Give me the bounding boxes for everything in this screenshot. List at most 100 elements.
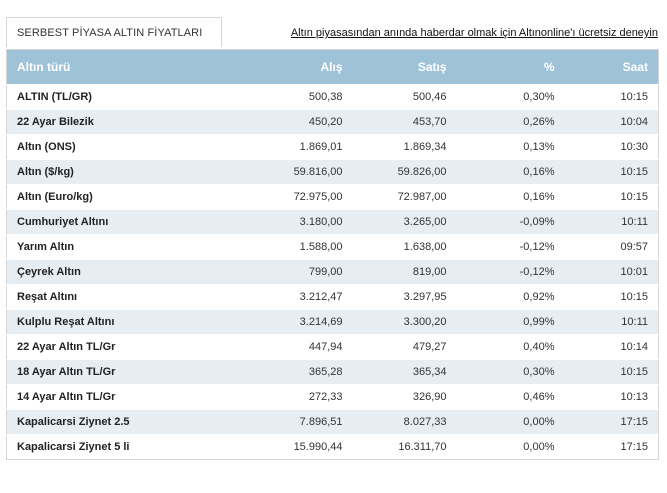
cell-sell: 3.300,20 bbox=[352, 309, 457, 335]
widget-header: SERBEST PİYASA ALTIN FİYATLARI Altın piy… bbox=[6, 17, 658, 49]
cell-percent: 0,40% bbox=[456, 334, 565, 360]
cell-time: 17:15 bbox=[564, 409, 659, 435]
cell-gold-type: Cumhuriyet Altını bbox=[6, 209, 207, 235]
cell-sell: 1.869,34 bbox=[352, 134, 457, 160]
gold-prices-widget: SERBEST PİYASA ALTIN FİYATLARI Altın piy… bbox=[6, 17, 659, 460]
cell-buy: 365,28 bbox=[206, 359, 353, 385]
table-row: Kapalicarsi Ziynet 5 li 15.990,44 16.311… bbox=[6, 434, 659, 460]
cell-time: 10:15 bbox=[564, 284, 659, 310]
cell-percent: 0,00% bbox=[456, 409, 565, 435]
cell-sell: 365,34 bbox=[352, 359, 457, 385]
cell-sell: 326,90 bbox=[352, 384, 457, 410]
cell-buy: 3.180,00 bbox=[206, 209, 353, 235]
cell-percent: 0,16% bbox=[456, 159, 565, 185]
cell-time: 10:14 bbox=[564, 334, 659, 360]
cell-buy: 7.896,51 bbox=[206, 409, 353, 435]
altinonline-promo-link[interactable]: Altın piyasasından anında haberdar olmak… bbox=[290, 27, 658, 39]
table-row: 14 Ayar Altın TL/Gr 272,33 326,90 0,46% … bbox=[6, 384, 659, 410]
cell-buy: 1.588,00 bbox=[206, 234, 353, 260]
cell-percent: 0,30% bbox=[456, 84, 565, 110]
cell-percent: 0,16% bbox=[456, 184, 565, 210]
cell-gold-type: Çeyrek Altın bbox=[6, 259, 207, 285]
cell-sell: 59.826,00 bbox=[352, 159, 457, 185]
cell-percent: -0,09% bbox=[456, 209, 565, 235]
cell-gold-type: 22 Ayar Altın TL/Gr bbox=[6, 334, 207, 360]
cell-buy: 447,94 bbox=[206, 334, 353, 360]
table-row: Kulplu Reşat Altını 3.214,69 3.300,20 0,… bbox=[6, 309, 659, 335]
cell-gold-type: Yarım Altın bbox=[6, 234, 207, 260]
table-row: Cumhuriyet Altını 3.180,00 3.265,00 -0,0… bbox=[6, 209, 659, 235]
cell-percent: 0,99% bbox=[456, 309, 565, 335]
cell-gold-type: Kapalicarsi Ziynet 2.5 bbox=[6, 409, 207, 435]
cell-buy: 72.975,00 bbox=[206, 184, 353, 210]
table-row: Altın ($/kg) 59.816,00 59.826,00 0,16% 1… bbox=[6, 159, 659, 185]
column-header-time: Saat bbox=[564, 49, 659, 85]
cell-sell: 453,70 bbox=[352, 109, 457, 135]
column-header-buy: Alış bbox=[206, 49, 353, 85]
cell-sell: 3.297,95 bbox=[352, 284, 457, 310]
table-row: Yarım Altın 1.588,00 1.638,00 -0,12% 09:… bbox=[6, 234, 659, 260]
cell-sell: 819,00 bbox=[352, 259, 457, 285]
table-row: 22 Ayar Altın TL/Gr 447,94 479,27 0,40% … bbox=[6, 334, 659, 360]
cell-percent: -0,12% bbox=[456, 234, 565, 260]
cell-time: 10:04 bbox=[564, 109, 659, 135]
cell-time: 10:11 bbox=[564, 309, 659, 335]
cell-percent: 0,00% bbox=[456, 434, 565, 460]
cell-buy: 3.214,69 bbox=[206, 309, 353, 335]
cell-percent: -0,12% bbox=[456, 259, 565, 285]
cell-time: 10:30 bbox=[564, 134, 659, 160]
cell-buy: 500,38 bbox=[206, 84, 353, 110]
cell-percent: 0,46% bbox=[456, 384, 565, 410]
table-row: 18 Ayar Altın TL/Gr 365,28 365,34 0,30% … bbox=[6, 359, 659, 385]
table-row: Kapalicarsi Ziynet 2.5 7.896,51 8.027,33… bbox=[6, 409, 659, 435]
table-row: Reşat Altını 3.212,47 3.297,95 0,92% 10:… bbox=[6, 284, 659, 310]
cell-gold-type: 18 Ayar Altın TL/Gr bbox=[6, 359, 207, 385]
cell-gold-type: Altın ($/kg) bbox=[6, 159, 207, 185]
tab-free-market-gold-prices[interactable]: SERBEST PİYASA ALTIN FİYATLARI bbox=[6, 17, 222, 47]
cell-sell: 16.311,70 bbox=[352, 434, 457, 460]
cell-gold-type: ALTIN (TL/GR) bbox=[6, 84, 207, 110]
cell-sell: 3.265,00 bbox=[352, 209, 457, 235]
table-row: Altın (Euro/kg) 72.975,00 72.987,00 0,16… bbox=[6, 184, 659, 210]
cell-percent: 0,26% bbox=[456, 109, 565, 135]
cell-sell: 500,46 bbox=[352, 84, 457, 110]
table-row: Çeyrek Altın 799,00 819,00 -0,12% 10:01 bbox=[6, 259, 659, 285]
cell-time: 10:15 bbox=[564, 84, 659, 110]
cell-gold-type: 22 Ayar Bilezik bbox=[6, 109, 207, 135]
cell-sell: 8.027,33 bbox=[352, 409, 457, 435]
cell-sell: 72.987,00 bbox=[352, 184, 457, 210]
cell-time: 10:15 bbox=[564, 159, 659, 185]
cell-gold-type: 14 Ayar Altın TL/Gr bbox=[6, 384, 207, 410]
cell-gold-type: Altın (ONS) bbox=[6, 134, 207, 160]
table-row: Altın (ONS) 1.869,01 1.869,34 0,13% 10:3… bbox=[6, 134, 659, 160]
cell-time: 10:15 bbox=[564, 184, 659, 210]
gold-prices-table: Altın türü Alış Satış % Saat ALTIN (TL/G… bbox=[6, 49, 659, 460]
cell-time: 09:57 bbox=[564, 234, 659, 260]
cell-buy: 272,33 bbox=[206, 384, 353, 410]
cell-time: 10:01 bbox=[564, 259, 659, 285]
column-header-gold-type: Altın türü bbox=[6, 49, 207, 85]
column-header-sell: Satış bbox=[352, 49, 457, 85]
cell-buy: 3.212,47 bbox=[206, 284, 353, 310]
cell-time: 10:13 bbox=[564, 384, 659, 410]
cell-time: 10:15 bbox=[564, 359, 659, 385]
cell-buy: 15.990,44 bbox=[206, 434, 353, 460]
cell-time: 17:15 bbox=[564, 434, 659, 460]
cell-buy: 450,20 bbox=[206, 109, 353, 135]
cell-gold-type: Kapalicarsi Ziynet 5 li bbox=[6, 434, 207, 460]
cell-percent: 0,13% bbox=[456, 134, 565, 160]
cell-time: 10:11 bbox=[564, 209, 659, 235]
cell-buy: 1.869,01 bbox=[206, 134, 353, 160]
cell-sell: 1.638,00 bbox=[352, 234, 457, 260]
cell-gold-type: Altın (Euro/kg) bbox=[6, 184, 207, 210]
cell-gold-type: Kulplu Reşat Altını bbox=[6, 309, 207, 335]
cell-buy: 799,00 bbox=[206, 259, 353, 285]
cell-percent: 0,30% bbox=[456, 359, 565, 385]
column-header-percent: % bbox=[456, 49, 565, 85]
cell-sell: 479,27 bbox=[352, 334, 457, 360]
table-row: 22 Ayar Bilezik 450,20 453,70 0,26% 10:0… bbox=[6, 109, 659, 135]
cell-buy: 59.816,00 bbox=[206, 159, 353, 185]
cell-gold-type: Reşat Altını bbox=[6, 284, 207, 310]
table-row: ALTIN (TL/GR) 500,38 500,46 0,30% 10:15 bbox=[6, 84, 659, 110]
table-header-row: Altın türü Alış Satış % Saat bbox=[6, 49, 659, 85]
